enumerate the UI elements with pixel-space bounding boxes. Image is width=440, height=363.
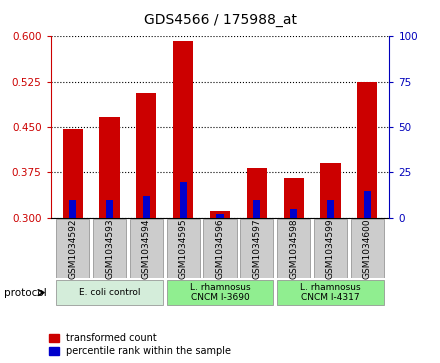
- Bar: [247, 168, 267, 218]
- Text: protocol: protocol: [4, 287, 47, 298]
- Text: GDS4566 / 175988_at: GDS4566 / 175988_at: [143, 13, 297, 27]
- Bar: [210, 211, 230, 218]
- Bar: [277, 280, 384, 305]
- Bar: [69, 200, 76, 218]
- Bar: [314, 219, 347, 278]
- Bar: [99, 117, 120, 218]
- Bar: [357, 82, 378, 218]
- Bar: [320, 163, 341, 218]
- Bar: [290, 209, 297, 218]
- Text: GSM1034600: GSM1034600: [363, 218, 372, 279]
- Bar: [364, 191, 371, 218]
- Bar: [56, 280, 163, 305]
- Bar: [327, 200, 334, 218]
- Bar: [130, 219, 163, 278]
- Bar: [93, 219, 126, 278]
- Text: GSM1034596: GSM1034596: [216, 218, 224, 279]
- Text: GSM1034599: GSM1034599: [326, 218, 335, 279]
- Bar: [136, 93, 157, 218]
- Bar: [56, 219, 89, 278]
- Bar: [240, 219, 273, 278]
- Bar: [351, 219, 384, 278]
- Bar: [180, 182, 187, 218]
- Bar: [143, 196, 150, 218]
- Bar: [173, 41, 193, 218]
- Bar: [277, 219, 310, 278]
- Bar: [253, 200, 260, 218]
- Text: GSM1034593: GSM1034593: [105, 218, 114, 279]
- Text: GSM1034595: GSM1034595: [179, 218, 188, 279]
- Text: L. rhamnosus
CNCM I-4317: L. rhamnosus CNCM I-4317: [300, 283, 361, 302]
- Text: L. rhamnosus
CNCM I-3690: L. rhamnosus CNCM I-3690: [190, 283, 250, 302]
- Bar: [283, 179, 304, 218]
- Text: GSM1034594: GSM1034594: [142, 218, 151, 278]
- Text: GSM1034597: GSM1034597: [252, 218, 261, 279]
- Legend: transformed count, percentile rank within the sample: transformed count, percentile rank withi…: [49, 333, 231, 356]
- Bar: [216, 214, 224, 218]
- Bar: [203, 219, 237, 278]
- Bar: [62, 129, 83, 218]
- Text: GSM1034592: GSM1034592: [68, 218, 77, 278]
- Text: E. coli control: E. coli control: [79, 288, 140, 297]
- Text: GSM1034598: GSM1034598: [289, 218, 298, 279]
- Bar: [167, 280, 273, 305]
- Bar: [167, 219, 200, 278]
- Bar: [106, 200, 113, 218]
